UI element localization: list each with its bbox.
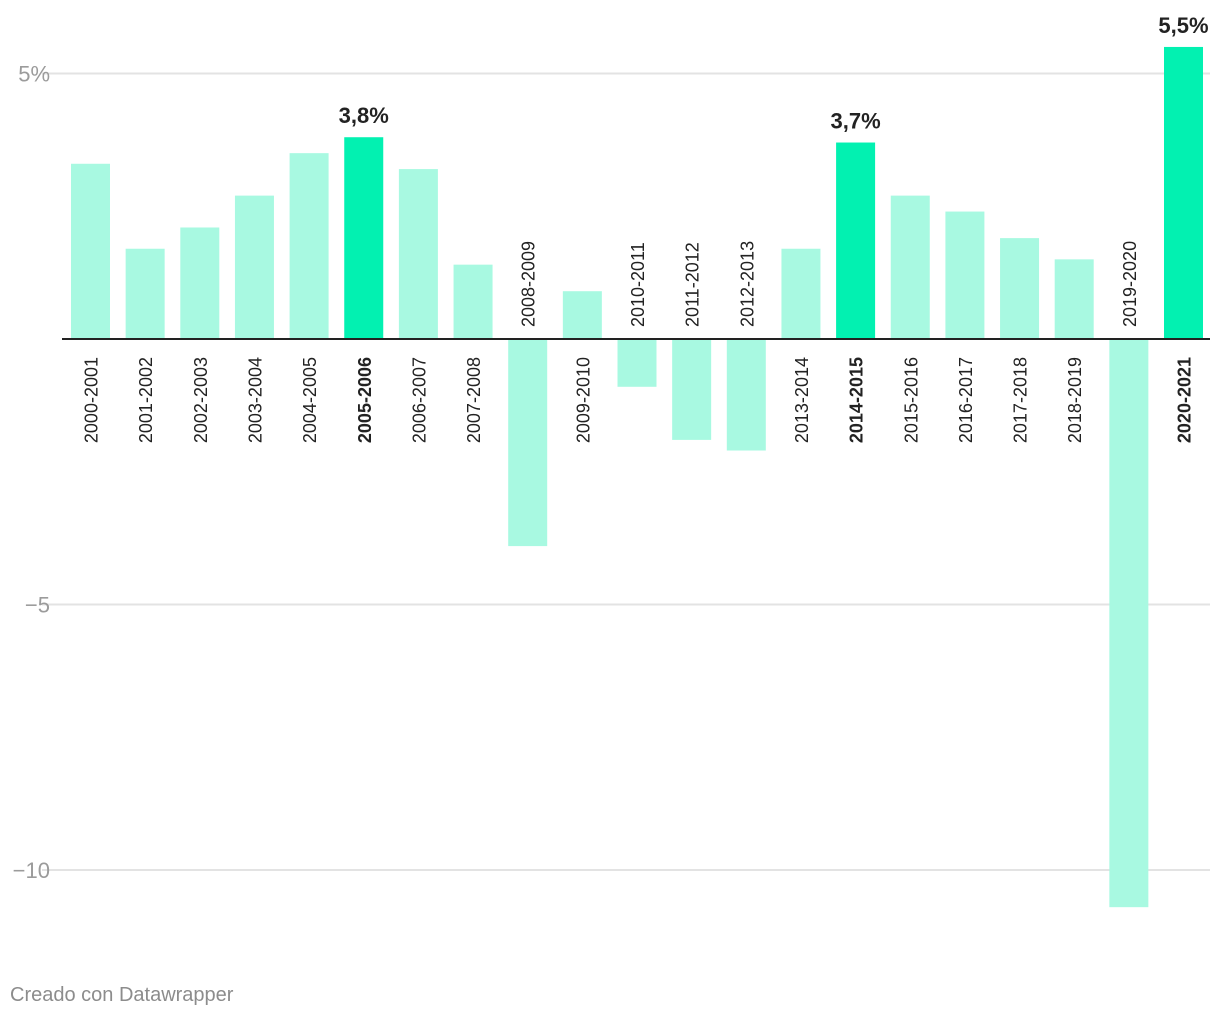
y-tick-label: 5%: [18, 62, 50, 87]
bar-2004-2005[interactable]: [289, 153, 329, 339]
category-label: 2004-2005: [300, 357, 320, 443]
bar-2001-2002[interactable]: [125, 248, 165, 339]
category-label: 2018-2019: [1065, 357, 1085, 443]
category-label: 2013-2014: [792, 357, 812, 443]
category-label: 2002-2003: [191, 357, 211, 443]
bar-2006-2007[interactable]: [398, 169, 438, 339]
bar-chart: 5% −5 −10 2000-2001 2001-2002 2002-2003 2003-2…: [13, 13, 1210, 908]
value-label: 3,8%: [339, 103, 389, 128]
bar-2015-2016[interactable]: [890, 195, 930, 339]
y-tick-label: −5: [25, 593, 50, 618]
category-label: 2010-2011: [628, 242, 648, 327]
category-label: 2012-2013: [737, 241, 757, 327]
category-label: 2020-2021: [1175, 357, 1195, 443]
category-label: 2019-2020: [1120, 241, 1140, 327]
bar-2016-2017[interactable]: [945, 211, 985, 339]
value-label: 5,5%: [1158, 13, 1208, 38]
bar-2017-2018[interactable]: [1000, 238, 1040, 339]
category-label: 2016-2017: [956, 357, 976, 443]
category-label: 2014-2015: [847, 357, 867, 443]
bar-2000-2001[interactable]: [71, 163, 110, 339]
category-label: 2009-2010: [573, 357, 593, 443]
category-label: 2007-2008: [464, 357, 484, 443]
bar-2014-2015[interactable]: [836, 142, 876, 339]
bar-2013-2014[interactable]: [781, 248, 821, 339]
category-label: 2000-2001: [82, 357, 102, 443]
value-label: 3,7%: [831, 109, 881, 134]
bar-2010-2011[interactable]: [617, 339, 657, 387]
datawrapper-credit[interactable]: Creado con Datawrapper: [10, 984, 234, 1006]
bar-2019-2020[interactable]: [1109, 339, 1149, 908]
bar-2009-2010[interactable]: [562, 291, 602, 339]
bar-2012-2013[interactable]: [726, 339, 766, 451]
bar-2008-2009[interactable]: [508, 339, 548, 547]
bar-2018-2019[interactable]: [1054, 259, 1094, 339]
bar-2002-2003[interactable]: [180, 227, 220, 339]
bar-2020-2021[interactable]: [1164, 46, 1203, 339]
bar-2005-2006[interactable]: [344, 137, 384, 339]
bar-2003-2004[interactable]: [234, 195, 274, 339]
category-label: 2006-2007: [409, 357, 429, 443]
category-label: 2005-2006: [355, 357, 375, 443]
category-label: 2017-2018: [1011, 357, 1031, 443]
bar-2007-2008[interactable]: [453, 264, 493, 339]
bar-2011-2012[interactable]: [672, 339, 712, 440]
category-label: 2003-2004: [245, 357, 265, 443]
category-label: 2001-2002: [136, 357, 156, 443]
category-label: 2008-2009: [519, 241, 539, 327]
category-label: 2011-2012: [683, 242, 703, 327]
y-tick-label: −10: [13, 858, 50, 883]
category-label: 2015-2016: [901, 357, 921, 443]
